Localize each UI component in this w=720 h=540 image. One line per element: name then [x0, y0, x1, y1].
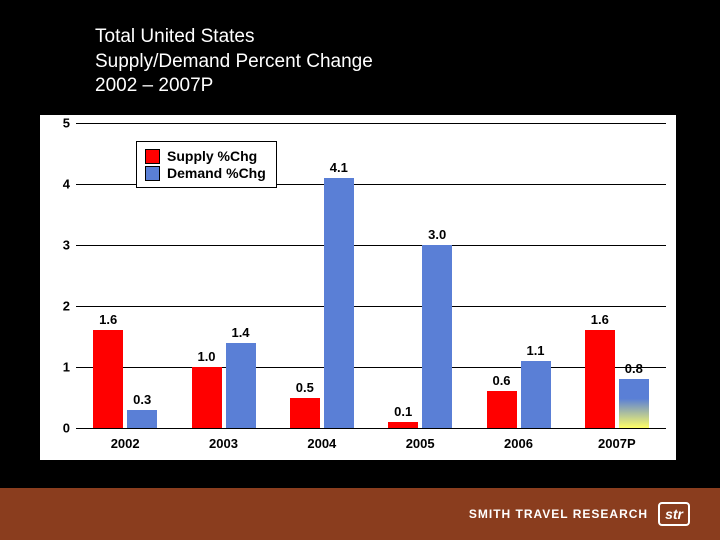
title-line: Total United States: [95, 25, 373, 50]
y-axis-label: 4: [52, 177, 70, 192]
value-label: 3.0: [428, 227, 446, 242]
title-line: Supply/Demand Percent Change: [95, 50, 373, 75]
footer-brown-band: SMITH TRAVEL RESEARCH str: [0, 488, 720, 540]
bar-demand: [521, 361, 551, 428]
brand-logo: str: [658, 502, 690, 526]
y-axis-label: 3: [52, 238, 70, 253]
bar-demand: [422, 245, 452, 428]
x-axis-label: 2004: [307, 436, 336, 451]
value-label: 4.1: [330, 160, 348, 175]
brand-text: SMITH TRAVEL RESEARCH: [469, 507, 648, 521]
y-axis-label: 0: [52, 421, 70, 436]
plot-region: Supply %Chg Demand %Chg 01234520021.60.3…: [76, 123, 666, 428]
x-axis-label: 2006: [504, 436, 533, 451]
x-axis-label: 2002: [111, 436, 140, 451]
value-label: 0.3: [133, 392, 151, 407]
bar-supply: [585, 330, 615, 428]
legend-label: Demand %Chg: [167, 165, 266, 181]
bar-demand: [127, 410, 157, 428]
value-label: 1.6: [591, 312, 609, 327]
footer-black-band: [0, 460, 720, 488]
y-axis-label: 5: [52, 116, 70, 131]
value-label: 0.1: [394, 404, 412, 419]
value-label: 1.6: [99, 312, 117, 327]
legend-label: Supply %Chg: [167, 148, 257, 164]
bar-demand: [324, 178, 354, 428]
y-axis-label: 1: [52, 360, 70, 375]
bar-supply: [388, 422, 418, 428]
x-axis-label: 2007P: [598, 436, 636, 451]
value-label: 0.6: [492, 373, 510, 388]
gridline: [76, 428, 666, 429]
x-axis-label: 2003: [209, 436, 238, 451]
x-axis-label: 2005: [406, 436, 435, 451]
gridline: [76, 367, 666, 368]
legend-swatch-supply: [145, 149, 160, 164]
value-label: 1.4: [231, 325, 249, 340]
bar-supply: [93, 330, 123, 428]
bar-demand: [619, 379, 649, 428]
chart-area: Supply %Chg Demand %Chg 0 1 2 3 4 5 2002 1.6 0.3…: [40, 115, 676, 460]
legend-item: Supply %Chg: [145, 148, 266, 164]
value-label: 0.5: [296, 380, 314, 395]
slide-title: Total United States Supply/Demand Percen…: [95, 25, 373, 99]
value-label: 1.0: [197, 349, 215, 364]
legend-swatch-demand: [145, 166, 160, 181]
gridline: [76, 245, 666, 246]
value-label: 1.1: [526, 343, 544, 358]
legend: Supply %Chg Demand %Chg: [136, 141, 277, 188]
bar-supply: [290, 398, 320, 429]
title-line: 2002 – 2007P: [95, 74, 373, 99]
legend-item: Demand %Chg: [145, 165, 266, 181]
gridline: [76, 306, 666, 307]
value-label: 0.8: [625, 361, 643, 376]
gridline: [76, 123, 666, 124]
bar-demand: [226, 343, 256, 428]
bar-supply: [487, 391, 517, 428]
bar-supply: [192, 367, 222, 428]
y-axis-label: 2: [52, 299, 70, 314]
